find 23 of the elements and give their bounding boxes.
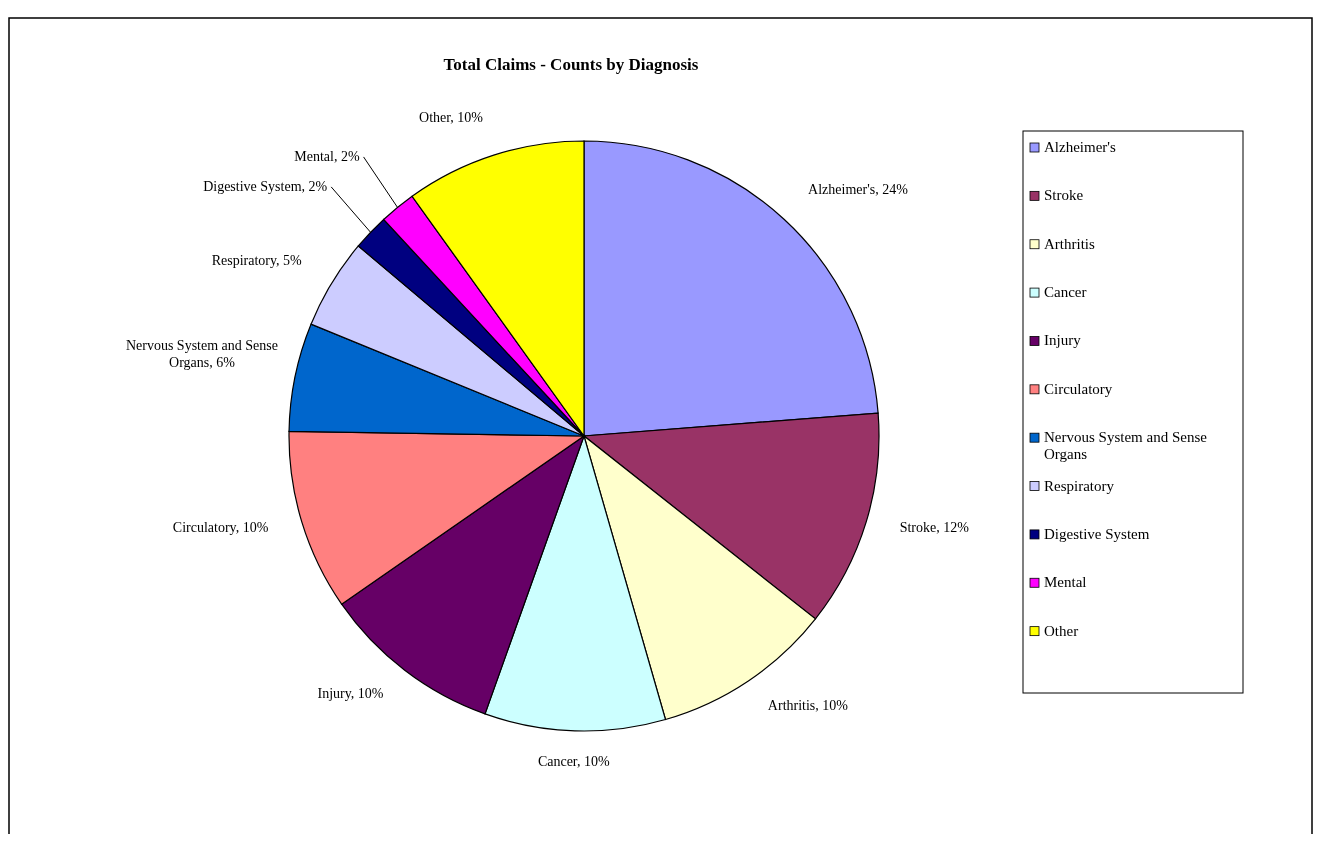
data-label: Respiratory, 5% (211, 253, 303, 269)
data-label: Arthritis, 10% (767, 698, 849, 714)
data-label: Injury, 10% (317, 686, 384, 702)
data-label: Other, 10% (419, 109, 484, 125)
chart-title: Total Claims - Counts by Diagnosis (443, 55, 699, 74)
data-label: Circulatory, 10% (172, 520, 269, 536)
legend-label: Injury (1044, 332, 1082, 349)
data-label: Alzheimer's, 24% (808, 181, 909, 197)
legend-label: Arthritis (1044, 235, 1095, 252)
legend-label: Circulatory (1044, 380, 1113, 397)
legend-label: Respiratory (1044, 477, 1115, 494)
data-label: Nervous System and Sense Organs, 6% (125, 337, 278, 370)
legend-label: Stroke (1044, 187, 1084, 204)
legend-label: Cancer (1044, 284, 1087, 301)
legend-label: Nervous System and Sense Organs (1044, 429, 1208, 463)
legend-label: Other (1044, 622, 1079, 639)
legend-label: Mental (1044, 574, 1087, 591)
legend-label: Digestive System (1044, 525, 1150, 542)
legend-label: Alzheimer's (1044, 139, 1117, 155)
data-label: Mental, 2% (294, 148, 360, 164)
data-label: Stroke, 12% (899, 520, 970, 536)
data-label: Digestive System, 2% (203, 178, 328, 194)
data-label: Cancer, 10% (537, 753, 610, 769)
